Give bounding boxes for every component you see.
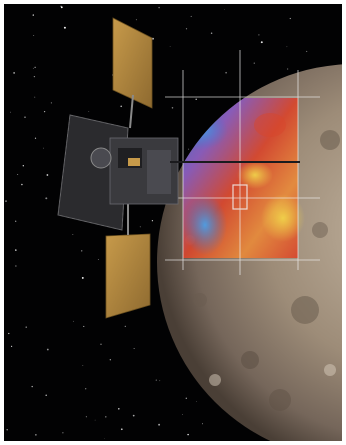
star — [88, 111, 90, 112]
star — [258, 34, 260, 36]
star — [120, 105, 123, 108]
star — [34, 66, 36, 68]
star — [34, 137, 37, 139]
star — [158, 6, 160, 9]
star — [24, 116, 26, 118]
star — [85, 388, 87, 390]
star — [45, 197, 48, 200]
star — [105, 416, 107, 418]
star — [135, 19, 137, 21]
star — [45, 394, 47, 397]
star — [25, 326, 27, 328]
star — [94, 419, 96, 421]
star — [8, 332, 10, 335]
star — [118, 408, 120, 410]
spacecraft — [57, 17, 300, 319]
star — [202, 423, 203, 425]
star — [169, 46, 171, 47]
star — [195, 98, 197, 101]
star — [100, 343, 102, 346]
star — [46, 174, 49, 176]
star — [253, 62, 255, 64]
star — [63, 26, 66, 29]
star — [83, 325, 85, 327]
star — [72, 320, 74, 322]
star — [155, 379, 157, 381]
star — [6, 428, 8, 431]
star — [22, 165, 24, 167]
star — [43, 147, 44, 149]
star — [80, 250, 83, 252]
star — [62, 432, 64, 434]
star — [46, 348, 49, 351]
star — [225, 71, 227, 74]
star — [13, 72, 15, 74]
star — [151, 220, 154, 222]
planet — [157, 64, 342, 441]
star — [81, 276, 84, 279]
star — [17, 173, 19, 175]
star — [132, 414, 135, 417]
star — [82, 365, 84, 367]
star — [15, 220, 17, 222]
star — [260, 41, 263, 44]
star — [104, 438, 105, 439]
star — [159, 380, 161, 382]
star — [171, 107, 174, 109]
star — [33, 75, 36, 78]
star — [60, 6, 63, 9]
star — [72, 233, 74, 236]
star — [185, 28, 188, 30]
star — [21, 183, 23, 186]
star — [10, 111, 11, 113]
star — [43, 110, 46, 113]
star — [133, 347, 135, 349]
star — [190, 15, 192, 17]
star — [109, 359, 111, 361]
star — [33, 35, 35, 37]
star — [15, 265, 17, 267]
solar-panel-bottom — [105, 233, 151, 319]
star — [188, 148, 190, 150]
star — [286, 46, 288, 48]
star — [289, 17, 291, 20]
star — [120, 428, 123, 431]
star — [124, 325, 126, 328]
star — [32, 14, 34, 16]
star — [224, 8, 225, 10]
star — [5, 200, 7, 202]
star — [35, 434, 37, 436]
star — [306, 50, 308, 52]
star — [97, 259, 99, 260]
star — [210, 32, 213, 35]
star — [185, 397, 187, 399]
solar-panel-top — [112, 17, 153, 109]
star — [139, 226, 141, 228]
star — [34, 96, 36, 98]
star — [85, 416, 87, 418]
star — [50, 102, 53, 104]
star — [15, 249, 17, 251]
star — [196, 401, 197, 402]
star — [31, 385, 33, 388]
star — [182, 414, 183, 415]
star — [11, 345, 13, 347]
star — [187, 433, 189, 436]
star — [286, 68, 289, 70]
star — [152, 37, 154, 40]
star — [32, 67, 34, 69]
star — [158, 423, 161, 426]
